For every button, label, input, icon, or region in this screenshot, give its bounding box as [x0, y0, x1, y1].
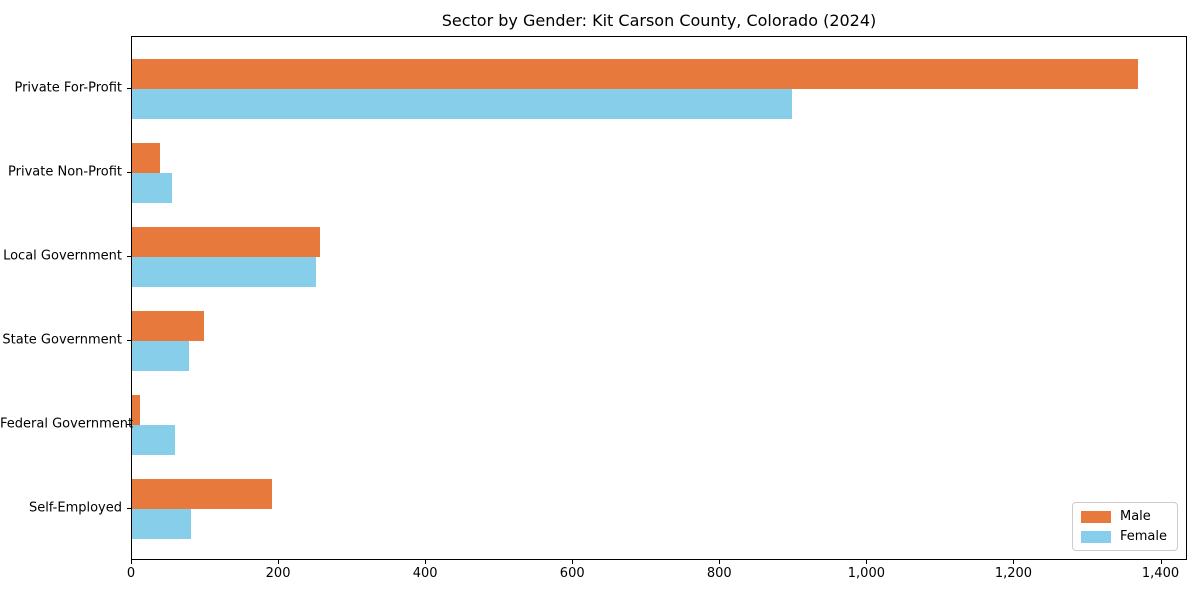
bar-male-state-government — [132, 311, 204, 341]
bar-female-federal-government — [132, 425, 175, 455]
x-tick-label: 1,200 — [994, 566, 1033, 581]
legend-label-male: Male — [1119, 509, 1151, 524]
y-tick-label: Private Non-Profit — [8, 164, 122, 180]
legend-row-male: Male — [1080, 509, 1167, 524]
x-tick-mark — [1160, 560, 1162, 564]
bar-female-local-government — [132, 257, 316, 287]
y-tick-label: Local Government — [3, 248, 122, 264]
bar-male-federal-government — [132, 395, 140, 425]
bar-male-local-government — [132, 227, 320, 257]
legend: Male Female — [1071, 502, 1178, 551]
x-tick-label: 1,400 — [1141, 566, 1180, 581]
x-tick-mark — [866, 560, 868, 564]
bar-female-state-government — [132, 341, 189, 371]
x-tick-mark — [131, 560, 132, 564]
x-tick-label: 1,000 — [847, 566, 885, 581]
x-tick-label: 200 — [265, 566, 291, 581]
legend-swatch-male — [1080, 510, 1111, 523]
y-tick-label: Private For-Profit — [14, 80, 122, 96]
x-tick-label: 400 — [412, 566, 438, 581]
y-tick-mark — [127, 88, 131, 89]
legend-swatch-female — [1080, 530, 1111, 543]
legend-row-female: Female — [1080, 529, 1167, 544]
bar-female-private-non-profit — [132, 173, 172, 203]
bar-male-private-non-profit — [132, 143, 160, 173]
x-tick-label: 800 — [706, 566, 732, 581]
x-tick-mark — [278, 560, 280, 564]
chart-title: Sector by Gender: Kit Carson County, Col… — [441, 11, 877, 30]
y-tick-label: State Government — [2, 332, 122, 348]
x-tick-mark — [425, 560, 427, 564]
y-tick-mark — [127, 340, 131, 341]
y-tick-mark — [127, 508, 131, 509]
bar-female-self-employed — [132, 509, 191, 539]
y-tick-label: Self-Employed — [28, 500, 122, 516]
x-tick-label: 0 — [126, 566, 136, 581]
plot-area: Male Female — [131, 36, 1187, 560]
x-tick-label: 600 — [559, 566, 585, 581]
y-tick-mark — [127, 256, 131, 257]
x-tick-mark — [572, 560, 574, 564]
y-tick-mark — [127, 424, 131, 425]
x-tick-mark — [1013, 560, 1015, 564]
bar-male-private-for-profit — [132, 59, 1138, 89]
bar-male-self-employed — [132, 479, 272, 509]
y-tick-label: Federal Government — [0, 416, 134, 432]
y-tick-mark — [127, 172, 131, 173]
x-tick-mark — [719, 560, 721, 564]
legend-label-female: Female — [1119, 529, 1167, 544]
bar-female-private-for-profit — [132, 89, 792, 119]
